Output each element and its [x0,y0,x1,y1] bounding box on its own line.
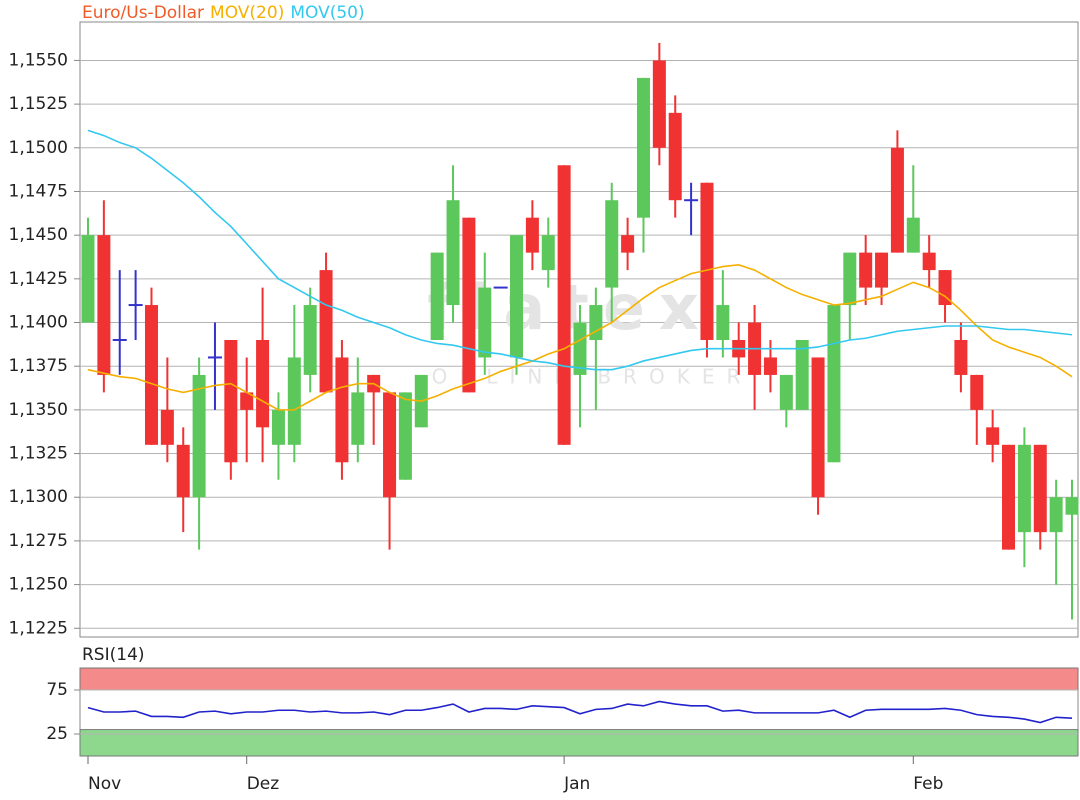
x-tick-label: Nov [88,774,121,794]
y-tick-label: 1,1500 [9,138,68,158]
candle-body [986,427,1000,445]
y-tick-label: 1,1525 [9,94,68,114]
legend-entry: Euro/Us-Dollar [82,3,204,23]
y-tick-label: 1,1475 [9,181,68,201]
y-tick-label: 1,1250 [9,575,68,595]
candle-body [303,305,317,375]
candle-body [224,339,238,463]
candle-body [700,182,714,340]
line [87,129,1073,371]
y-tick-label: 75 [46,680,68,700]
candle-body [430,252,444,340]
y-tick-label: 1,1275 [9,531,68,551]
candle-body [827,305,841,463]
candle-body [668,112,682,201]
candle-body [271,409,285,445]
candle-body [144,305,158,445]
candle-body [176,444,190,498]
candle-body [573,322,587,375]
candle-body [398,392,412,480]
rsi-label: RSI(14) [82,645,145,665]
candle-body [970,374,984,410]
candle-body [954,339,968,375]
x-tick-label: Jan [563,774,590,794]
candle-body [462,217,476,393]
candle-body [652,60,666,148]
candle-body [922,252,936,271]
candle-body [81,235,95,323]
candle-body [779,374,793,410]
candle-body [192,374,206,498]
y-tick-label: 1,1375 [9,356,68,376]
candle-body [716,305,730,340]
candle-body [859,252,873,288]
candle-body [1049,497,1063,533]
line [87,264,1073,411]
y-tick-label: 1,1325 [9,444,68,464]
candle-body [478,287,492,358]
candle-body [605,200,619,288]
candle-body [1017,444,1031,533]
candle-body [351,392,365,445]
candle-body [621,235,635,253]
candle-body [589,305,603,340]
y-tick-label: 1,1425 [9,269,68,289]
candle-body [240,392,254,410]
candle-body [510,235,524,358]
candle-body [541,235,555,271]
candle-body [843,252,857,306]
y-tick-label: 1,1450 [9,225,68,245]
candle-body [1065,497,1079,515]
candle-body [287,357,301,445]
candle-body [636,77,650,218]
candle-body [906,217,920,253]
candle-body [319,270,333,393]
candle-body [335,357,349,463]
y-tick-label: 1,1300 [9,487,68,507]
candle-body [383,392,397,498]
y-tick-label: 25 [46,724,68,744]
candle-body [938,270,952,306]
candle-body [763,357,777,375]
candle-body [1033,444,1047,533]
candle-body [890,147,904,253]
line [87,700,1073,724]
legend-entry: MOV(50) [290,3,364,23]
band [79,667,1079,691]
candle-body [795,339,809,410]
legend-entry: MOV(20) [210,3,284,23]
candle-body [525,217,539,253]
candle-body [1002,444,1016,550]
candle-body [811,357,825,498]
y-tick-label: 1,1350 [9,400,68,420]
candle-body [875,252,889,288]
candle-body [97,235,111,375]
x-tick-label: Feb [913,774,943,794]
x-tick-label: Dez [247,774,280,794]
candle-body [557,165,571,445]
legend: Euro/Us-Dollar MOV(20) MOV(50) [82,3,365,23]
y-tick-label: 1,1225 [9,618,68,638]
y-tick-label: 1,1400 [9,313,68,333]
candle-body [160,409,174,445]
watermark: ONLINE BROKER [432,365,753,389]
candle-body [446,200,460,306]
candle-body [256,339,270,428]
y-tick-label: 1,1550 [9,50,68,70]
